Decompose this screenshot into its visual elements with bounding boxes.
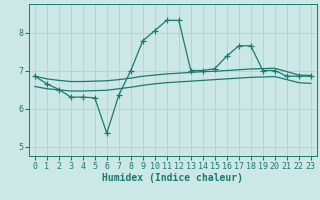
X-axis label: Humidex (Indice chaleur): Humidex (Indice chaleur) (102, 173, 243, 183)
